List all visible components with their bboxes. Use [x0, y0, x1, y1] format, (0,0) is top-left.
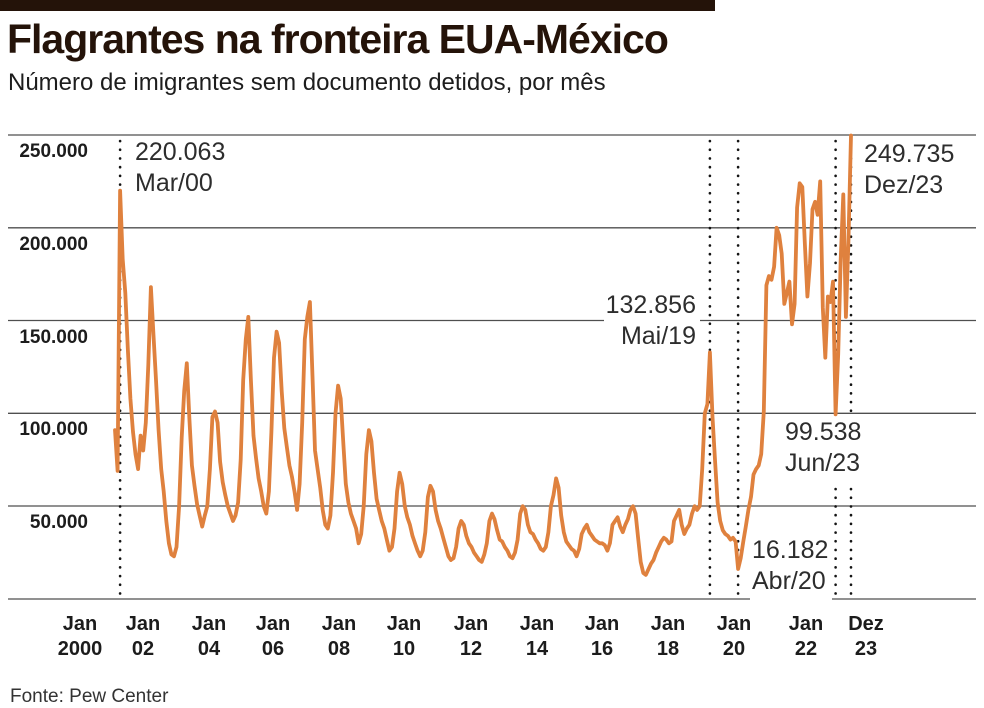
x-tick-year: 12	[459, 638, 483, 660]
annotation-value: 220.063	[135, 138, 226, 166]
x-tick-label-10: Jan 10	[369, 612, 439, 662]
chart-title: Flagrantes na fronteira EUA-México	[7, 16, 669, 62]
annotation-jun-2023: 99.538 Jun/23	[783, 416, 866, 483]
x-tick-label-23: Dez 23	[831, 612, 901, 662]
x-tick-year: 16	[590, 638, 614, 660]
x-tick-year: 02	[131, 638, 155, 660]
x-tick-year: 14	[525, 638, 549, 660]
x-tick-year: 23	[854, 638, 878, 660]
x-axis-labels: Jan 2000 Jan 02 Jan 04 Jan 06 Jan 08 Jan 10 Jan 12 Jan…	[0, 612, 984, 668]
x-tick-month: Jan	[584, 613, 620, 635]
annotation-date: Abr/20	[752, 567, 826, 595]
dotted-event-markers	[118, 139, 853, 600]
x-tick-month: Jan	[125, 613, 161, 635]
x-tick-year: 04	[197, 638, 221, 660]
x-tick-month: Jan	[519, 613, 555, 635]
annotation-date: Dez/23	[864, 171, 944, 199]
top-accent-bar	[0, 0, 715, 11]
annotation-mar-2000: 220.063 Mar/00	[133, 136, 230, 203]
x-tick-label-04: Jan 04	[174, 612, 244, 662]
x-tick-month: Jan	[386, 613, 422, 635]
y-axis-label-250000: 250.000	[19, 141, 88, 162]
horizontal-gridlines	[8, 134, 976, 600]
x-tick-month: Jan	[716, 613, 752, 635]
x-tick-label-2000: Jan 2000	[45, 612, 115, 662]
x-tick-year: 06	[261, 638, 285, 660]
y-axis-label-100000: 100.000	[19, 419, 88, 440]
x-tick-label-18: Jan 18	[633, 612, 703, 662]
x-tick-year: 18	[656, 638, 680, 660]
annotation-mai-2019: 132.856 Mai/19	[603, 289, 700, 356]
annotation-value: 16.182	[752, 536, 829, 564]
x-tick-month: Jan	[62, 613, 98, 635]
x-tick-month: Jan	[650, 613, 686, 635]
x-tick-year: 2000	[57, 638, 103, 660]
annotation-date: Mai/19	[620, 322, 696, 350]
annotation-value: 99.538	[785, 418, 862, 446]
x-tick-label-08: Jan 08	[304, 612, 374, 662]
x-tick-label-14: Jan 14	[502, 612, 572, 662]
x-tick-month: Dez	[848, 613, 884, 635]
y-axis-label-50000: 50.000	[29, 512, 88, 533]
x-tick-label-06: Jan 06	[238, 612, 308, 662]
x-tick-year: 20	[722, 638, 746, 660]
x-tick-year: 22	[794, 638, 818, 660]
chart-subtitle: Número de imigrantes sem documento detid…	[8, 69, 606, 96]
x-tick-label-02: Jan 02	[108, 612, 178, 662]
x-tick-month: Jan	[255, 613, 291, 635]
x-tick-month: Jan	[788, 613, 824, 635]
x-tick-label-20: Jan 20	[699, 612, 769, 662]
annotation-value: 249.735	[864, 140, 955, 168]
annotation-date: Jun/23	[785, 449, 861, 477]
y-axis-label-200000: 200.000	[19, 234, 88, 255]
annotation-abr-2020: 16.182 Abr/20	[750, 534, 833, 605]
source-credit: Fonte: Pew Center	[10, 686, 169, 707]
annotation-date: Mar/00	[135, 169, 213, 197]
x-tick-year: 10	[392, 638, 416, 660]
x-tick-label-22: Jan 22	[771, 612, 841, 662]
x-tick-month: Jan	[453, 613, 489, 635]
x-tick-month: Jan	[191, 613, 227, 635]
annotation-value: 132.856	[605, 291, 696, 319]
x-tick-month: Jan	[321, 613, 357, 635]
annotation-dez-2023: 249.735 Dez/23	[862, 138, 959, 205]
x-tick-year: 08	[327, 638, 351, 660]
y-axis-label-150000: 150.000	[19, 327, 88, 348]
x-tick-label-12: Jan 12	[436, 612, 506, 662]
x-tick-label-16: Jan 16	[567, 612, 637, 662]
